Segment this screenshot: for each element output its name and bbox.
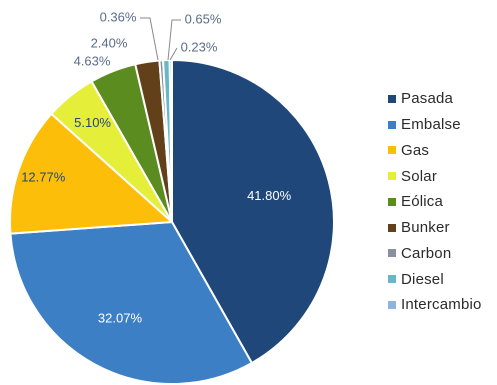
data-label-carbon: 0.36% [100, 9, 137, 24]
legend-label: Gas [401, 142, 429, 159]
data-label-pasada: 41.80% [247, 188, 292, 203]
legend-label: Carbon [401, 245, 451, 262]
legend-item-diesel: Diesel [388, 266, 482, 292]
legend-swatch [388, 172, 396, 180]
legend-label: Intercambio [401, 296, 482, 313]
legend-item-eolica: Eólica [388, 189, 482, 215]
legend-item-pasada: Pasada [388, 86, 482, 112]
leader-lines [140, 18, 181, 60]
legend-item-embalse: Embalse [388, 112, 482, 138]
data-label-intercambio: 0.23% [181, 39, 218, 54]
legend-swatch [388, 224, 396, 232]
legend-item-carbon: Carbon [388, 241, 482, 267]
leader-line-carbon [140, 18, 158, 60]
data-label-embalse: 32.07% [98, 311, 143, 326]
legend-swatch [388, 146, 396, 154]
legend-label: Embalse [401, 116, 461, 133]
legend-item-gas: Gas [388, 138, 482, 164]
data-label-eolica: 4.63% [74, 53, 111, 68]
legend-swatch [388, 95, 396, 103]
legend-label: Pasada [401, 90, 453, 107]
pie-slices [10, 60, 334, 384]
legend-swatch [388, 301, 396, 309]
legend-label: Solar [401, 168, 437, 185]
legend-label: Bunker [401, 219, 450, 236]
data-label-diesel: 0.65% [185, 11, 222, 26]
data-label-bunker: 2.40% [91, 35, 128, 50]
legend: Pasada Embalse Gas Solar Eólica Bunker Carbon D… [388, 86, 482, 318]
legend-item-solar: Solar [388, 163, 482, 189]
data-label-gas: 12.77% [21, 169, 66, 184]
legend-swatch [388, 121, 396, 129]
legend-swatch [388, 198, 396, 206]
legend-item-intercambio: Intercambio [388, 292, 482, 318]
legend-swatch [388, 249, 396, 257]
legend-swatch [388, 275, 396, 283]
legend-label: Diesel [401, 271, 444, 288]
legend-label: Eólica [401, 193, 443, 210]
legend-item-bunker: Bunker [388, 215, 482, 241]
leader-line-diesel [168, 20, 181, 60]
data-label-solar: 5.10% [74, 115, 111, 130]
leader-line-intercambio [170, 48, 177, 60]
